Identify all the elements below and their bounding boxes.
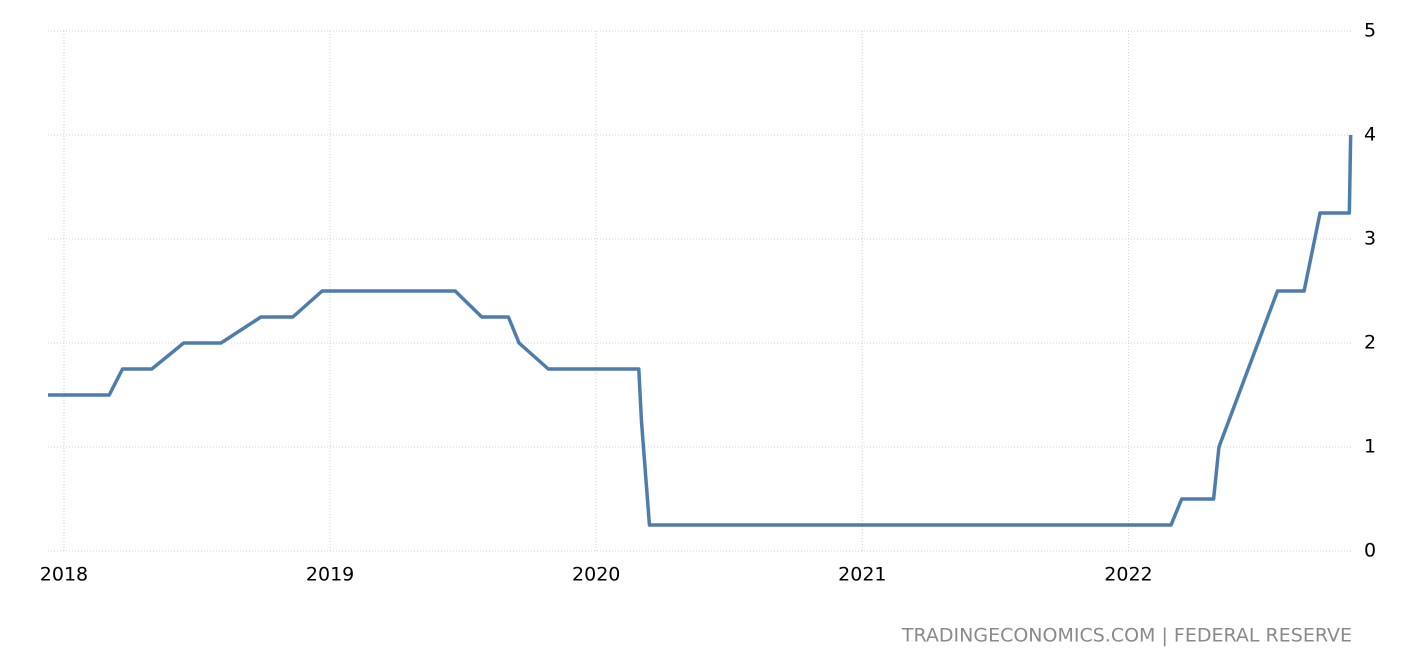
- line: [48, 134, 1353, 527]
- x-tick-label: 2022: [1104, 564, 1152, 586]
- x-tick-label: 2020: [572, 564, 620, 586]
- x-tick-label: 2019: [306, 564, 354, 586]
- y-tick-label: 2: [1364, 332, 1376, 354]
- y-tick-label: 1: [1364, 436, 1376, 458]
- x-tick-label: 2021: [838, 564, 886, 586]
- y-tick-label: 5: [1364, 20, 1376, 42]
- source: TRADINGECONOMICS.COM | FEDERAL RESERVE: [901, 625, 1352, 647]
- y-tick-label: 3: [1364, 228, 1376, 250]
- y-tick-label: 0: [1364, 540, 1376, 562]
- x-tick-label: 2018: [40, 564, 88, 586]
- y-tick-label: 4: [1364, 124, 1376, 146]
